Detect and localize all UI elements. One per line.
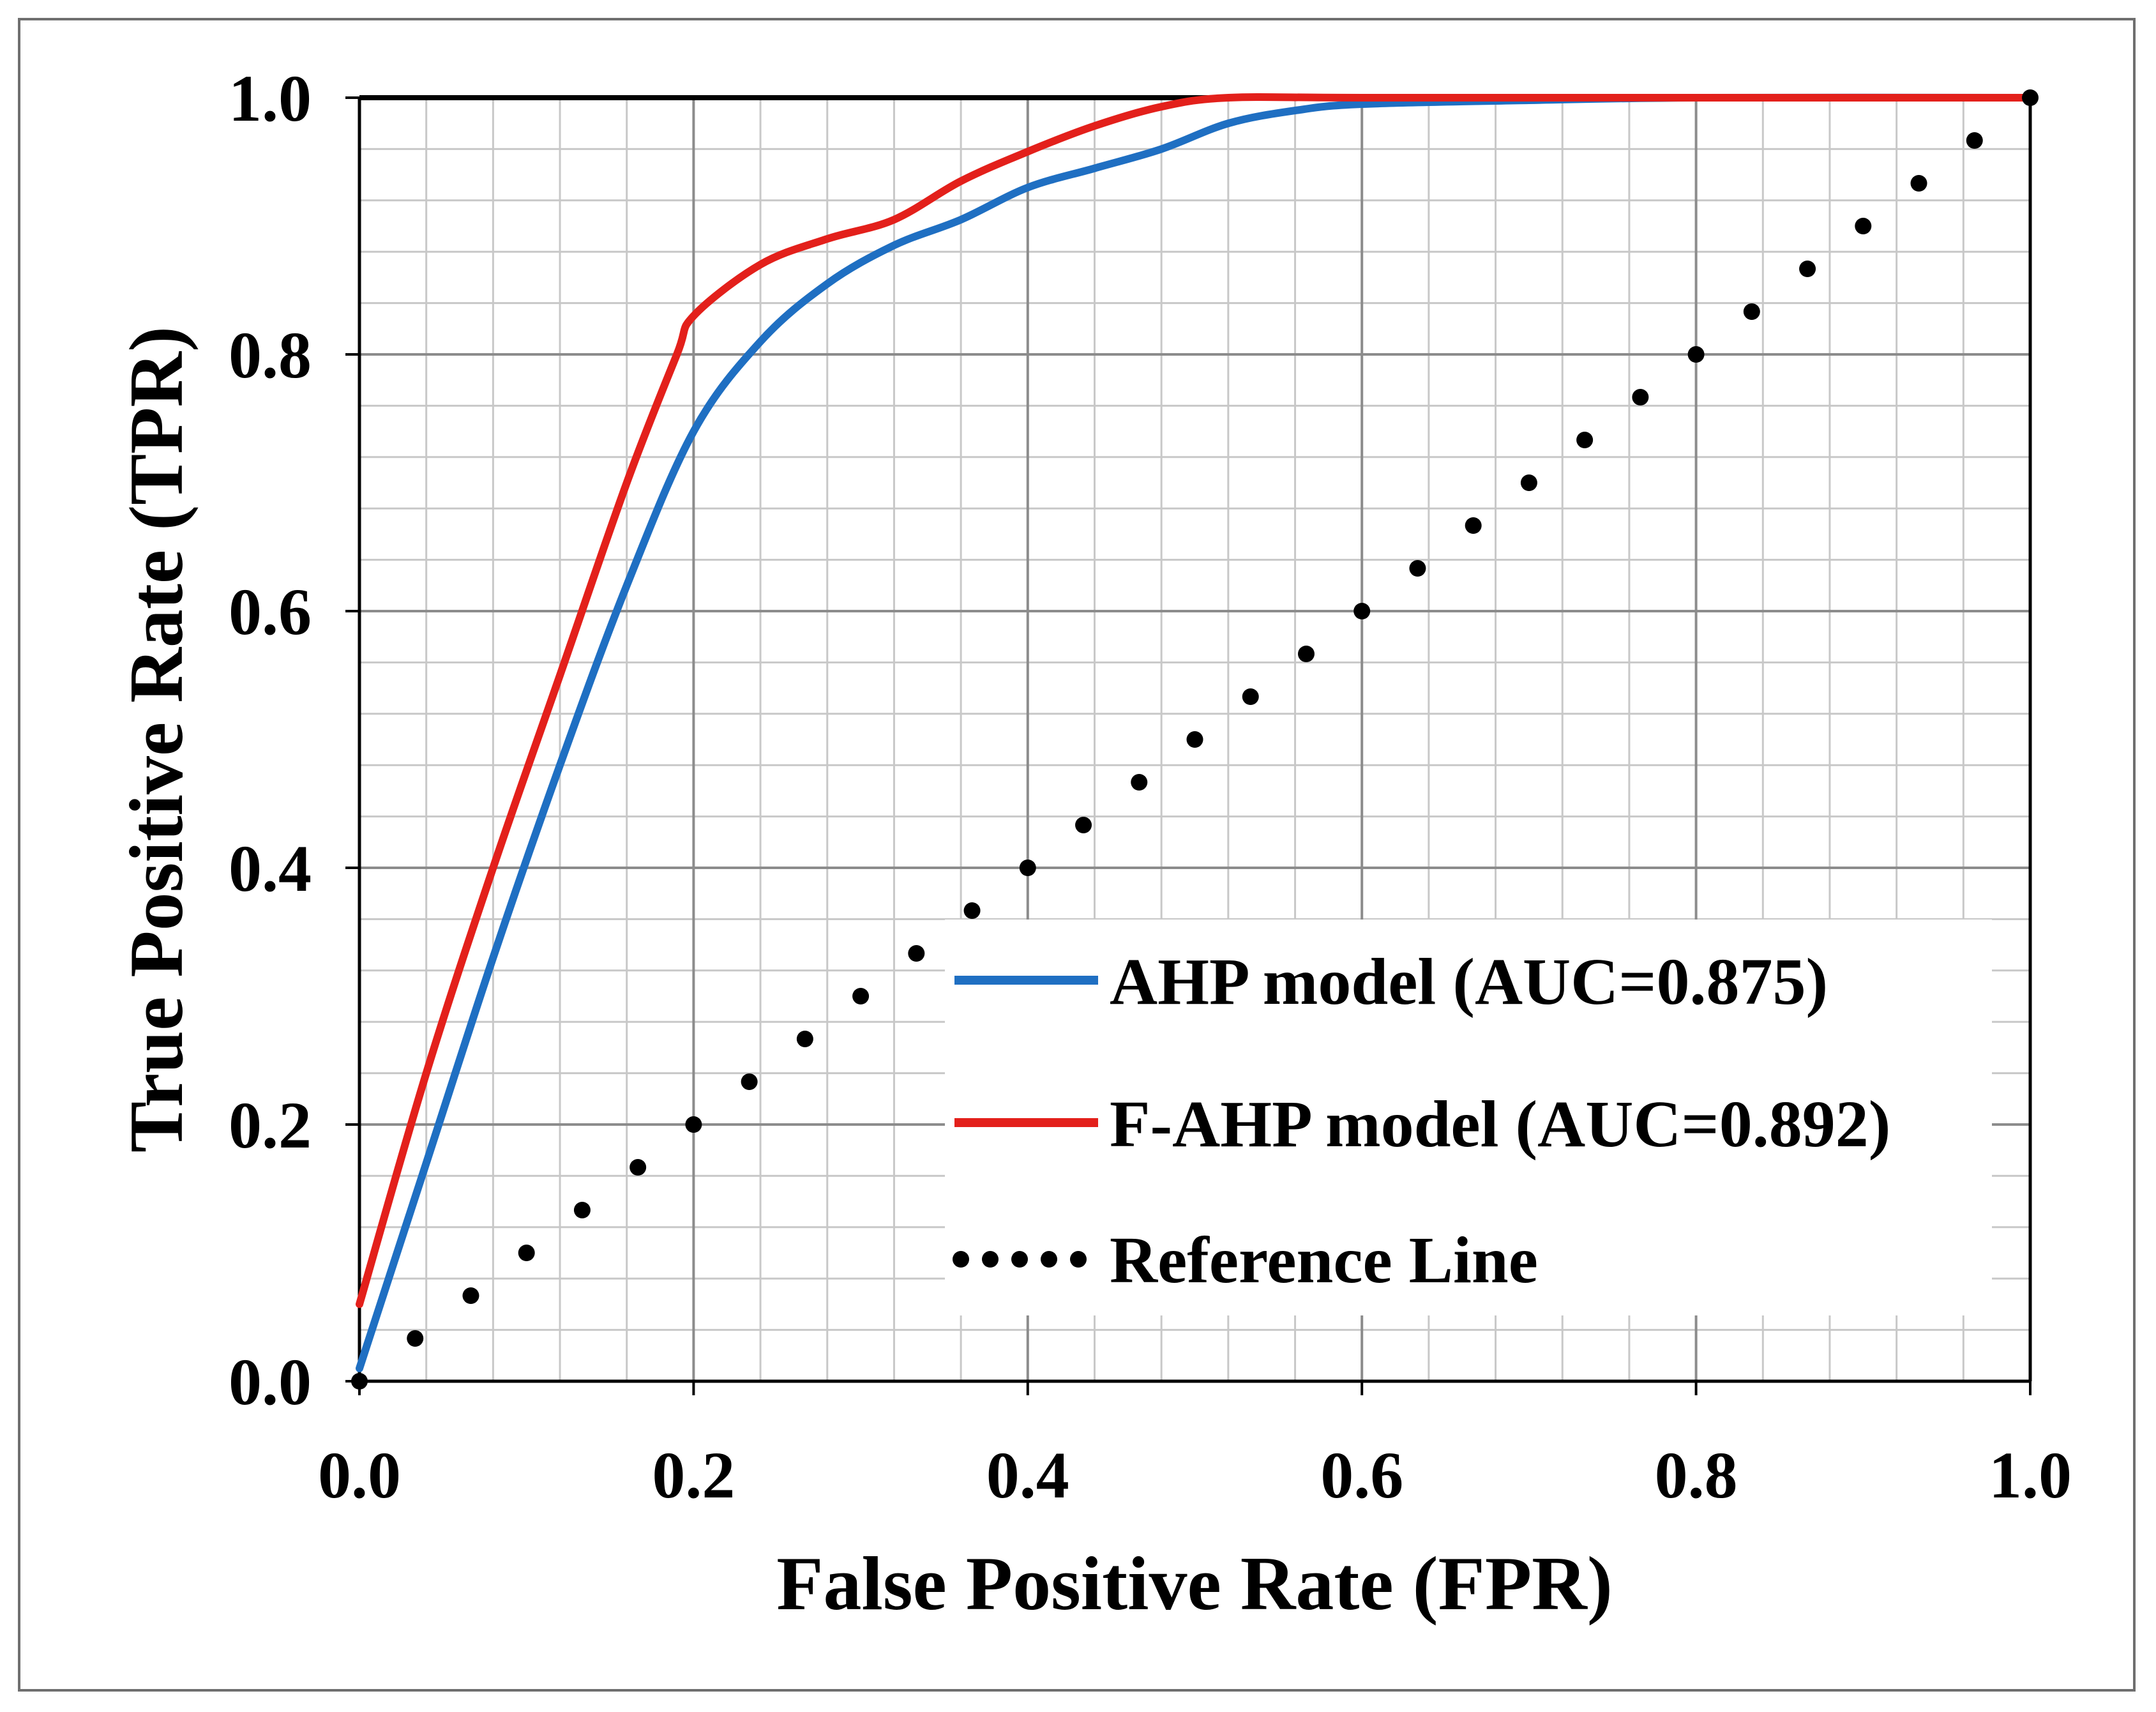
x-axis-title: False Positive Rate (FPR) — [776, 1541, 1613, 1626]
y-tick-label: 0.0 — [229, 1345, 312, 1419]
reference-line-dot — [1966, 132, 1983, 149]
reference-line-dot — [1465, 517, 1482, 534]
reference-line-dot — [573, 1202, 591, 1218]
reference-line-dot — [796, 1031, 813, 1047]
x-tick-label: 0.2 — [652, 1439, 735, 1512]
reference-line-dot — [852, 988, 870, 1004]
figure-frame — [18, 18, 2136, 1692]
reference-line-dot — [1799, 261, 1816, 277]
legend-reference-dot — [1070, 1251, 1087, 1268]
reference-line-dot — [518, 1245, 535, 1261]
reference-line-dot — [908, 945, 925, 962]
y-tick-label: 0.2 — [229, 1089, 312, 1162]
y-tick-labels: 0.0 0.2 0.4 0.6 0.8 1.0 — [229, 62, 312, 1419]
reference-line-dot — [1687, 346, 1705, 363]
reference-line-dot — [963, 902, 981, 919]
x-tick-marks — [358, 1381, 2032, 1395]
reference-line-dot — [1186, 731, 1203, 748]
reference-line-dot — [1297, 646, 1315, 662]
legend-background — [945, 920, 1992, 1315]
reference-line-dot — [1409, 560, 1426, 577]
y-tick-label: 0.4 — [229, 832, 312, 905]
legend-label-ahp: AHP model (AUC=0.875) — [1110, 945, 1828, 1019]
x-tick-label: 0.4 — [986, 1439, 1069, 1512]
legend-reference-dot — [1041, 1251, 1057, 1268]
legend-reference-dot — [953, 1251, 969, 1268]
y-tick-marks — [345, 96, 359, 1382]
reference-line-dot — [629, 1159, 647, 1176]
reference-line-dot — [1743, 303, 1760, 320]
reference-line-dot — [462, 1287, 479, 1304]
x-tick-label: 0.6 — [1320, 1439, 1403, 1512]
series-layer — [351, 89, 2039, 1390]
legend-reference-dot — [1011, 1251, 1028, 1268]
reference-line-dot — [1855, 218, 1872, 234]
y-axis-title: True Positive Rate (TPR) — [114, 326, 199, 1153]
x-tick-label: 0.8 — [1655, 1439, 1738, 1512]
legend-swatch-reference — [953, 1251, 1087, 1268]
legend-label-reference: Reference Line — [1110, 1223, 1538, 1297]
legend-label-fahp: F-AHP model (AUC=0.892) — [1110, 1087, 1890, 1161]
reference-line-dot — [1576, 432, 1594, 448]
reference-line-dot — [1075, 817, 1092, 833]
reference-line-dot — [1632, 389, 1649, 405]
reference-line-dot — [741, 1073, 758, 1090]
y-tick-label: 0.6 — [229, 575, 312, 649]
legend-reference-dot — [982, 1251, 999, 1268]
reference-line-dot — [1520, 474, 1537, 491]
y-tick-label: 0.8 — [229, 319, 312, 392]
reference-line-dot — [2022, 89, 2039, 106]
legend: AHP model (AUC=0.875) F-AHP model (AUC=0… — [945, 920, 1992, 1315]
reference-line-dot — [1019, 860, 1036, 876]
reference-line-dot — [685, 1116, 702, 1133]
x-tick-label: 0.0 — [318, 1439, 401, 1512]
x-tick-labels: 0.0 0.2 0.4 0.6 0.8 1.0 — [318, 1439, 2072, 1512]
reference-line-dot — [1131, 774, 1148, 791]
reference-line-dot — [407, 1330, 424, 1347]
reference-line-dot — [1242, 688, 1259, 705]
reference-line-dot — [1910, 175, 1927, 192]
y-tick-label: 1.0 — [229, 62, 312, 135]
x-tick-label: 1.0 — [1989, 1439, 2072, 1512]
reference-line-dot — [1353, 603, 1371, 619]
reference-line-dot — [351, 1373, 368, 1390]
series-line-fahp — [356, 93, 2034, 1308]
